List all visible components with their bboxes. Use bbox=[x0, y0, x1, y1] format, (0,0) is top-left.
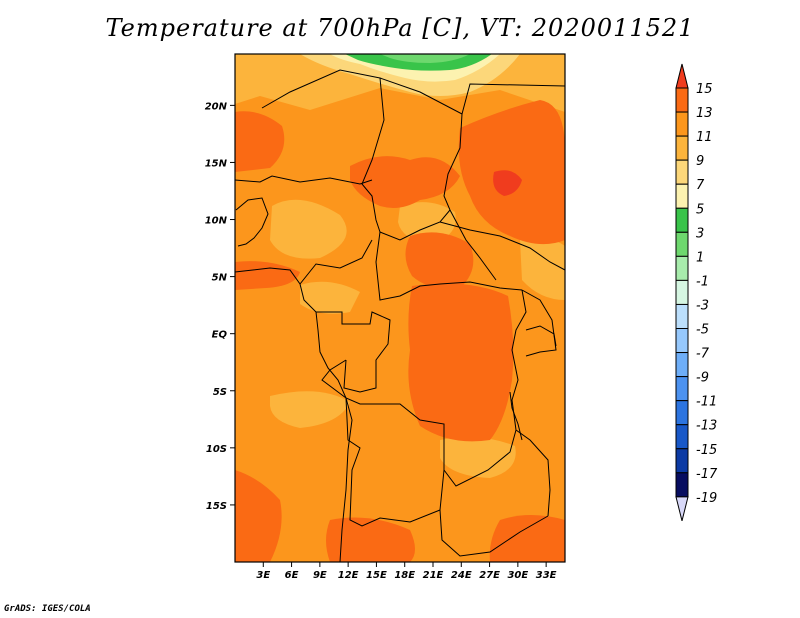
field-patch-11-13-sw bbox=[235, 470, 282, 562]
temperature-field bbox=[235, 54, 565, 562]
field-patch-7-9-south bbox=[440, 437, 516, 478]
field-patch-11-13-nw bbox=[235, 111, 285, 172]
colorbar-label: 9 bbox=[696, 154, 704, 169]
colorbar-label: -7 bbox=[696, 347, 710, 362]
coastline bbox=[234, 197, 353, 563]
colorbar-label: -5 bbox=[696, 323, 709, 338]
lon-tick-label: 21E bbox=[423, 570, 444, 581]
border-car-south bbox=[375, 231, 523, 301]
colorbar-swatch bbox=[675, 400, 689, 426]
colorbar-swatch bbox=[675, 352, 689, 378]
colorbar-label: -13 bbox=[696, 419, 717, 434]
field-patch-11-13-south bbox=[326, 517, 415, 562]
lon-tick-label: 30E bbox=[507, 570, 528, 581]
colorbar-label: 5 bbox=[696, 202, 704, 217]
border-gabon-congo bbox=[316, 311, 391, 393]
border-angola-drc bbox=[321, 359, 517, 487]
coast-nw bbox=[235, 197, 269, 247]
colorbar-swatch bbox=[675, 159, 689, 185]
field-patch-7-9-west bbox=[270, 199, 347, 259]
colorbar-label: 15 bbox=[696, 82, 713, 97]
grads-credit: GrADS: IGES/COLA bbox=[4, 604, 91, 614]
colorbar-top-arrow bbox=[675, 63, 689, 89]
field-patch-11-13-congo bbox=[408, 283, 514, 442]
border-zambia-south bbox=[439, 509, 549, 557]
colorbar-swatch bbox=[675, 135, 689, 161]
field-patch-11-13-gulf bbox=[235, 261, 300, 290]
colorbar-swatch bbox=[675, 472, 689, 498]
colorbar-swatch bbox=[675, 328, 689, 354]
field-patch-7-9-gulf bbox=[300, 281, 360, 314]
border-north bbox=[261, 69, 565, 115]
colorbar-label: 7 bbox=[696, 178, 705, 193]
border-sudan-west bbox=[443, 113, 497, 281]
colorbar-label: -11 bbox=[696, 395, 717, 410]
colorbar-swatch bbox=[675, 87, 689, 113]
lon-tick-label: 18E bbox=[394, 570, 415, 581]
colorbar-label: -19 bbox=[696, 491, 717, 506]
colorbar-label: -15 bbox=[696, 443, 717, 458]
lon-tick-label: 33E bbox=[536, 570, 557, 581]
border-south-sudan bbox=[439, 221, 565, 271]
lon-tick-label: 15E bbox=[366, 570, 387, 581]
lat-tick-label: 5N bbox=[212, 273, 228, 284]
colorbar-label: -17 bbox=[696, 467, 718, 482]
lon-tick-label: 27E bbox=[479, 570, 500, 581]
lake-victoria bbox=[525, 325, 557, 347]
lon-tick-label: 9E bbox=[313, 570, 327, 581]
border-cameroon bbox=[299, 239, 373, 285]
lon-tick-label: 24E bbox=[451, 570, 472, 581]
colorbar-label: -9 bbox=[696, 371, 709, 386]
colorbar-swatch bbox=[675, 448, 689, 474]
lake-tanganyika bbox=[509, 391, 523, 441]
colorbar-swatch bbox=[675, 303, 689, 330]
lat-tick-label: 10S bbox=[206, 444, 227, 455]
border-niger-chad bbox=[361, 77, 385, 233]
border-sahel bbox=[235, 175, 373, 185]
field-patch-11-13-car bbox=[405, 232, 474, 289]
lat-tick-label: 20N bbox=[205, 101, 228, 112]
axis-ticks: 3E 6E 9E 12E 15E 18E 21E 24E 27E 30E 33E 20N 15N 10N 5… bbox=[205, 101, 557, 581]
colorbar-label: -1 bbox=[696, 274, 709, 289]
field-patch-7-9-east bbox=[520, 237, 565, 300]
colorbar-swatch bbox=[675, 183, 689, 209]
colorbar-label: 1 bbox=[696, 250, 704, 265]
lat-tick-label: EQ bbox=[212, 330, 228, 341]
coast-west bbox=[234, 267, 353, 563]
field-band-minus1-1 bbox=[380, 54, 470, 63]
map-frame bbox=[234, 53, 566, 563]
colorbar-label: -3 bbox=[696, 298, 709, 313]
field-patch-7-9-angola-coast bbox=[270, 391, 350, 428]
border-drc-east bbox=[511, 289, 527, 431]
lat-tick-label: 15S bbox=[206, 501, 227, 512]
lon-tick-label: 6E bbox=[285, 570, 299, 581]
colorbar: 15 13 11 9 7 5 3 1 -1 -3 -5 -7 -9 -11 -13 -15 -17 -19 bbox=[675, 63, 718, 521]
lat-tick-label: 15N bbox=[205, 158, 228, 169]
colorbar-label: 3 bbox=[696, 226, 704, 241]
field-patch-13-15 bbox=[493, 170, 522, 196]
colorbar-swatch bbox=[675, 231, 689, 257]
border-angola-south bbox=[345, 397, 445, 527]
country-borders bbox=[235, 69, 565, 557]
lat-tick-label: 5S bbox=[213, 387, 227, 398]
colorbar-swatch bbox=[675, 424, 689, 450]
lon-tick-label: 12E bbox=[338, 570, 359, 581]
border-car-north bbox=[379, 209, 451, 241]
colorbar-label: 11 bbox=[696, 130, 713, 145]
colorbar-label: 13 bbox=[696, 106, 713, 121]
border-tanzania bbox=[515, 429, 551, 517]
colorbar-swatch bbox=[675, 207, 689, 233]
colorbar-swatch bbox=[675, 279, 689, 305]
colorbar-bottom-arrow bbox=[675, 496, 689, 521]
colorbar-swatch bbox=[675, 111, 689, 137]
lat-tick-label: 10N bbox=[205, 216, 228, 227]
map-title: Temperature at 700hPa [C], VT: 202001152… bbox=[105, 14, 695, 42]
lon-tick-label: 3E bbox=[256, 570, 270, 581]
field-patch-11-13-se bbox=[489, 515, 565, 562]
field-patch-11-13-chad bbox=[350, 156, 460, 208]
colorbar-swatch bbox=[675, 255, 689, 281]
colorbar-swatch bbox=[675, 376, 689, 402]
